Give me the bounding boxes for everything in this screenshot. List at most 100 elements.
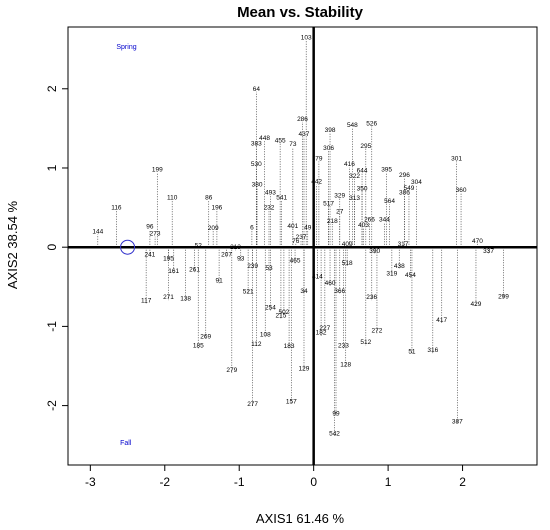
point-label: 437 bbox=[299, 131, 310, 138]
point-label: 236 bbox=[366, 294, 377, 301]
spring-label: Spring bbox=[116, 44, 136, 51]
y-tick-label: 2 bbox=[45, 85, 59, 92]
point-label: 110 bbox=[167, 194, 178, 201]
point-label: 286 bbox=[297, 116, 308, 123]
point-label: 448 bbox=[259, 135, 270, 142]
point-label: 73 bbox=[289, 141, 297, 148]
point-label: 27 bbox=[336, 209, 344, 216]
point-label: 209 bbox=[208, 225, 219, 232]
point-label: 183 bbox=[284, 343, 295, 350]
point-label: 306 bbox=[323, 145, 334, 152]
point-label: 116 bbox=[111, 205, 122, 212]
point-label: 322 bbox=[349, 173, 360, 180]
point-label: 185 bbox=[193, 342, 204, 349]
point-label: 548 bbox=[347, 122, 358, 129]
y-tick-label: 1 bbox=[45, 164, 59, 171]
point-label: 138 bbox=[180, 296, 191, 303]
y-axis-label: AXIS2 38.54 % bbox=[5, 200, 20, 289]
point-label: 460 bbox=[325, 280, 336, 287]
point-label: 337 bbox=[483, 248, 494, 255]
point-label: 526 bbox=[366, 121, 377, 128]
x-tick-label: 0 bbox=[310, 475, 317, 489]
point-label: 86 bbox=[205, 194, 213, 201]
point-label: 99 bbox=[332, 411, 340, 418]
point-label: 442 bbox=[311, 178, 322, 185]
point-label: 493 bbox=[265, 190, 276, 197]
point-label: 517 bbox=[323, 201, 334, 208]
point-label: 128 bbox=[340, 361, 351, 368]
point-label: 261 bbox=[189, 266, 200, 273]
chart-title: Mean vs. Stability bbox=[237, 4, 364, 21]
point-label: 301 bbox=[451, 155, 462, 162]
point-label: 329 bbox=[334, 193, 345, 200]
point-label: 269 bbox=[200, 334, 211, 341]
point-label: 218 bbox=[327, 218, 338, 225]
point-label: 521 bbox=[243, 289, 254, 296]
point-label: 271 bbox=[163, 294, 174, 301]
point-label: 239 bbox=[247, 263, 258, 270]
point-label: 429 bbox=[471, 301, 482, 308]
x-axis-ticks: -3 -2 -1 0 1 2 bbox=[85, 465, 466, 489]
point-label: 279 bbox=[226, 367, 237, 374]
x-tick-label: 2 bbox=[459, 475, 466, 489]
y-tick-label: -1 bbox=[45, 321, 59, 332]
x-tick-label: 1 bbox=[385, 475, 392, 489]
point-label: 237 bbox=[296, 234, 307, 241]
point-label: 414 bbox=[312, 273, 323, 280]
point-label: 417 bbox=[436, 317, 447, 324]
point-label: 390 bbox=[369, 248, 380, 255]
point-label: 383 bbox=[251, 140, 262, 147]
point-label: 232 bbox=[264, 205, 275, 212]
point-label: 416 bbox=[344, 161, 355, 168]
point-label: 117 bbox=[141, 297, 152, 304]
point-label: 157 bbox=[286, 399, 297, 406]
x-tick-label: -3 bbox=[85, 475, 96, 489]
point-label: 49 bbox=[304, 224, 312, 231]
point-label: 241 bbox=[144, 251, 155, 258]
point-label: 52 bbox=[195, 243, 203, 250]
point-label: 144 bbox=[92, 228, 103, 235]
y-tick-label: 0 bbox=[45, 244, 59, 251]
point-label: 455 bbox=[275, 137, 286, 144]
point-label: 266 bbox=[364, 216, 375, 223]
point-label: 316 bbox=[427, 347, 438, 354]
point-label: 366 bbox=[334, 288, 345, 295]
point-label: 299 bbox=[498, 293, 509, 300]
point-label: 465 bbox=[290, 258, 301, 265]
point-label: 254 bbox=[265, 304, 276, 311]
point-label: 319 bbox=[386, 270, 397, 277]
point-label: 112 bbox=[251, 341, 262, 348]
point-label: 53 bbox=[265, 265, 273, 272]
point-label: 542 bbox=[329, 430, 340, 437]
point-label: 564 bbox=[384, 198, 395, 205]
point-label: 273 bbox=[150, 231, 161, 238]
point-label: 317 bbox=[398, 241, 409, 248]
point-label: 304 bbox=[411, 179, 422, 186]
environment-marker bbox=[120, 239, 136, 255]
point-label: 398 bbox=[325, 127, 336, 134]
point-label: 549 bbox=[404, 185, 415, 192]
point-label: 541 bbox=[276, 194, 287, 201]
point-label: 454 bbox=[405, 272, 416, 279]
point-label: 91 bbox=[216, 277, 224, 284]
point-label: 360 bbox=[456, 187, 467, 194]
point-label: 227 bbox=[319, 325, 330, 332]
point-label: 409 bbox=[342, 241, 353, 248]
point-label: 76 bbox=[292, 238, 300, 245]
point-label: 233 bbox=[338, 342, 349, 349]
x-tick-label: -1 bbox=[234, 475, 245, 489]
point-label: 401 bbox=[287, 223, 298, 230]
point-label: 196 bbox=[211, 205, 222, 212]
point-label: 213 bbox=[230, 244, 241, 251]
point-label: 296 bbox=[399, 172, 410, 179]
point-label: 6 bbox=[250, 224, 254, 231]
point-label: 502 bbox=[278, 309, 289, 316]
point-label: 129 bbox=[299, 365, 310, 372]
y-tick-label: -2 bbox=[45, 400, 59, 411]
point-label: 518 bbox=[342, 260, 353, 267]
point-label: 470 bbox=[472, 238, 483, 245]
point-label: 96 bbox=[146, 224, 154, 231]
point-label: 108 bbox=[260, 331, 271, 338]
